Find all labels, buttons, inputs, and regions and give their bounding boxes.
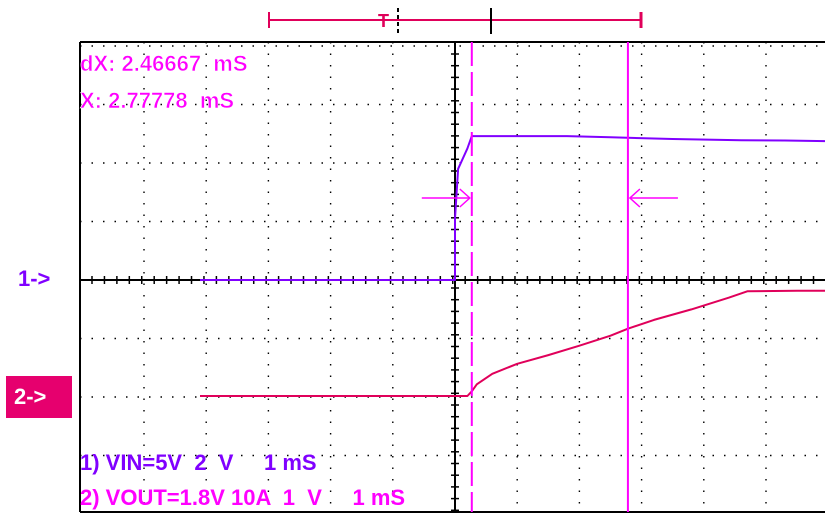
ch1-settings-label: 1) VIN=5V 2 V 1 mS — [80, 450, 317, 475]
ch2-marker-background — [6, 376, 72, 418]
memory-position-bar: T — [268, 8, 643, 34]
channel-markers: 1-> 2-> — [6, 266, 72, 418]
ch1-ground-marker: 1-> — [18, 266, 50, 291]
cursor-readouts: dX: 2.46667 mS X: 2.77778 mS — [80, 51, 248, 114]
ch2-settings-label: 2) VOUT=1.8V 10A 1 V 1 mS — [80, 485, 405, 510]
time-cursors — [421, 42, 678, 512]
channel-settings: 1) VIN=5V 2 V 1 mS 2) VOUT=1.8V 10A 1 V … — [80, 450, 405, 510]
cursor-1-arrow-head — [459, 188, 471, 208]
waveform-traces — [200, 135, 825, 397]
ch1-vin-trace — [200, 135, 825, 281]
delta-x-readout: dX: 2.46667 mS — [80, 51, 248, 76]
ch2-vout-trace — [200, 289, 825, 397]
cursor-2-arrow-head — [628, 188, 641, 208]
ch2-ground-marker: 2-> — [14, 384, 46, 409]
x-readout: X: 2.77778 mS — [80, 88, 234, 113]
trigger-marker: T — [378, 11, 389, 31]
